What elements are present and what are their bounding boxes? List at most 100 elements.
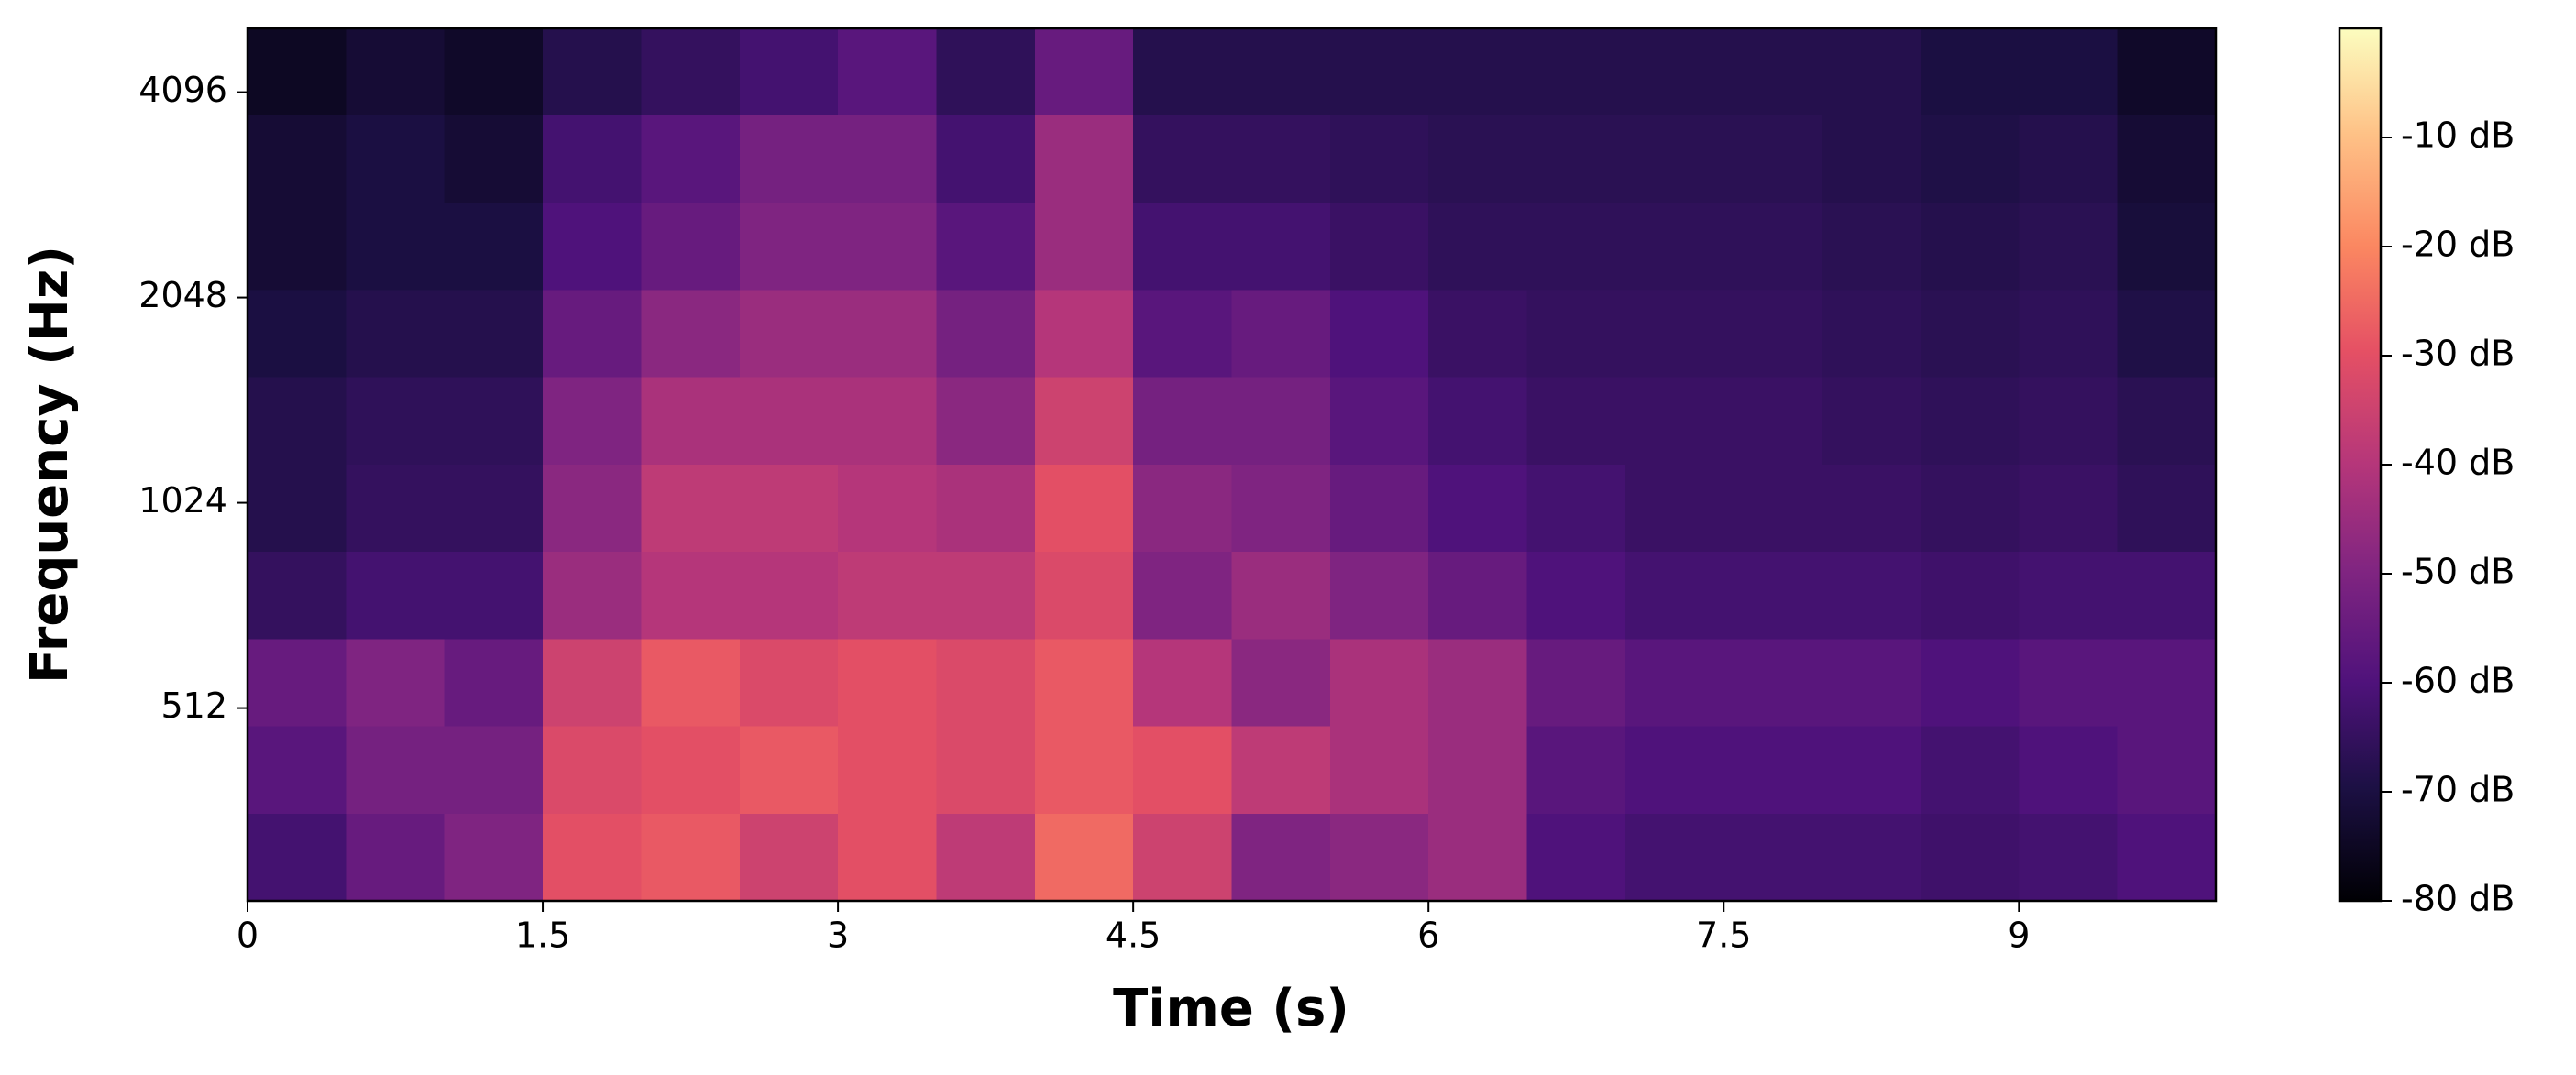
heatmap-cell <box>641 289 741 378</box>
heatmap-cell <box>838 28 937 115</box>
heatmap-cell <box>1428 464 1528 553</box>
heatmap-cell <box>248 813 347 902</box>
heatmap-cell <box>739 28 839 115</box>
heatmap-cell <box>2019 202 2119 291</box>
heatmap-cell <box>1920 813 2020 902</box>
heatmap-cell <box>1034 115 1134 203</box>
heatmap-cell <box>1723 115 1823 203</box>
heatmap-cell <box>1329 638 1429 727</box>
heatmap-cell <box>1822 115 1921 203</box>
heatmap-cell <box>346 551 446 640</box>
heatmap-cell <box>739 464 839 553</box>
heatmap-cell <box>1723 377 1823 465</box>
heatmap-cell <box>2117 813 2217 902</box>
heatmap-cell <box>739 377 839 465</box>
heatmap-cell <box>1231 377 1331 465</box>
heatmap-cell <box>1822 289 1921 378</box>
heatmap-cell <box>1624 377 1724 465</box>
heatmap-cell <box>346 202 446 291</box>
heatmap-cell <box>1231 551 1331 640</box>
heatmap-cell <box>1329 726 1429 814</box>
heatmap-cell <box>1428 289 1528 378</box>
heatmap-cell <box>1526 464 1626 553</box>
heatmap-cell <box>641 813 741 902</box>
heatmap-cell <box>1428 638 1528 727</box>
heatmap-cell <box>1231 28 1331 115</box>
heatmap-cell <box>838 726 937 814</box>
heatmap-cell <box>936 377 1036 465</box>
heatmap-cell <box>936 638 1036 727</box>
heatmap-cell <box>1624 28 1724 115</box>
heatmap-cell <box>248 202 347 291</box>
heatmap-cell <box>2019 377 2119 465</box>
heatmap-cell <box>838 813 937 902</box>
heatmap-cell <box>444 289 544 378</box>
heatmap-cell <box>444 726 544 814</box>
heatmap-cell <box>1822 202 1921 291</box>
heatmap-cell <box>543 551 642 640</box>
heatmap-cell <box>543 726 642 814</box>
heatmap-cell <box>936 28 1036 115</box>
heatmap-cell <box>2117 726 2217 814</box>
heatmap-cell <box>346 813 446 902</box>
colorbar-tick-label: -70 dB <box>2401 770 2515 810</box>
heatmap-cell <box>936 115 1036 203</box>
heatmap-cell <box>1822 377 1921 465</box>
heatmap-cell <box>1329 464 1429 553</box>
heatmap-cell <box>248 115 347 203</box>
heatmap-cell <box>1231 202 1331 291</box>
heatmap-cell <box>1624 551 1724 640</box>
heatmap-cell <box>543 202 642 291</box>
heatmap-cell <box>2117 377 2217 465</box>
heatmap-cell <box>1034 551 1134 640</box>
heatmap-cell <box>1920 551 2020 640</box>
heatmap-cell <box>1428 377 1528 465</box>
heatmap-cell <box>2117 202 2217 291</box>
heatmap-cell <box>1723 28 1823 115</box>
heatmap-cell <box>1133 115 1232 203</box>
x-tick-label: 4.5 <box>1106 916 1161 956</box>
heatmap-cell <box>1920 464 2020 553</box>
heatmap-cell <box>641 115 741 203</box>
heatmap-cell <box>739 551 839 640</box>
heatmap-cell <box>1723 551 1823 640</box>
heatmap-cell <box>1428 202 1528 291</box>
x-tick-label: 1.5 <box>515 916 570 956</box>
heatmap-cell <box>346 377 446 465</box>
colorbar-tick-label: -80 dB <box>2401 879 2515 919</box>
heatmap-cell <box>936 289 1036 378</box>
heatmap-cell <box>1624 638 1724 727</box>
heatmap-cell <box>1034 377 1134 465</box>
heatmap-cell <box>641 464 741 553</box>
heatmap-cell <box>1624 202 1724 291</box>
heatmap-cell <box>1034 726 1134 814</box>
heatmap-cell <box>2019 813 2119 902</box>
colorbar-tick-label: -50 dB <box>2401 552 2515 592</box>
heatmap-cell <box>1034 28 1134 115</box>
heatmap-cell <box>444 813 544 902</box>
heatmap-cell <box>1624 726 1724 814</box>
heatmap-cell <box>739 202 839 291</box>
heatmap-cell <box>1231 726 1331 814</box>
heatmap-cell <box>543 289 642 378</box>
heatmap-cell <box>1624 813 1724 902</box>
heatmap-cell <box>739 115 839 203</box>
heatmap-cell <box>838 289 937 378</box>
heatmap-cell <box>444 202 544 291</box>
heatmap-cell <box>1723 289 1823 378</box>
heatmap-cell <box>2019 638 2119 727</box>
heatmap-cell <box>1034 638 1134 727</box>
heatmap-cell <box>1822 28 1921 115</box>
heatmap-cell <box>248 377 347 465</box>
heatmap-cell <box>1526 289 1626 378</box>
heatmap-cell <box>936 202 1036 291</box>
heatmap-cell <box>838 377 937 465</box>
heatmap-cell <box>1133 289 1232 378</box>
heatmap-cell <box>346 638 446 727</box>
heatmap-cell <box>838 551 937 640</box>
heatmap-cell <box>739 813 839 902</box>
heatmap-cell <box>543 813 642 902</box>
heatmap-cell <box>1231 638 1331 727</box>
heatmap-cell <box>1034 202 1134 291</box>
heatmap-cell <box>1133 464 1232 553</box>
